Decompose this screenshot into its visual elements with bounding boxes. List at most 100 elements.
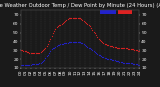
Point (60, 23, 63, 24)
Point (47, 43, 49, 45)
Point (49, 38, 52, 39)
Point (21, 65, 23, 66)
Point (81, 19, 84, 21)
Point (32, 52, 34, 54)
Point (98, 40, 101, 41)
Point (108, 45, 111, 46)
Point (91, 50, 94, 51)
Point (87, 47, 90, 48)
Point (127, 63, 129, 64)
Point (111, 45, 113, 46)
Point (27, 51, 29, 53)
Point (76, 17, 79, 18)
Point (22, 65, 24, 66)
Point (48, 52, 50, 54)
Point (23, 50, 26, 52)
Point (137, 50, 139, 52)
Point (65, 19, 68, 21)
Point (56, 26, 59, 27)
Point (113, 46, 116, 47)
Point (56, 44, 59, 46)
Point (74, 42, 76, 43)
Point (38, 52, 41, 54)
Point (80, 42, 83, 44)
Point (84, 44, 86, 46)
Point (93, 33, 96, 34)
Point (55, 27, 58, 28)
Point (20, 50, 22, 51)
Point (117, 60, 120, 62)
Point (68, 18, 70, 19)
Point (126, 48, 128, 49)
Point (45, 56, 48, 57)
Point (40, 50, 43, 52)
Point (75, 17, 78, 18)
Point (27, 65, 29, 66)
Point (43, 49, 45, 50)
Point (128, 63, 131, 64)
Point (122, 48, 124, 49)
Point (38, 63, 41, 64)
Point (127, 49, 129, 50)
Point (29, 52, 32, 54)
Point (102, 57, 105, 58)
Point (85, 45, 88, 46)
Point (105, 43, 107, 45)
Point (20, 65, 22, 66)
Point (63, 21, 65, 23)
Point (133, 50, 136, 51)
Point (119, 47, 122, 48)
Point (47, 54, 49, 55)
Point (55, 45, 58, 46)
Point (71, 42, 74, 43)
Point (106, 58, 108, 60)
Point (100, 56, 102, 57)
Point (54, 46, 57, 47)
Point (121, 48, 123, 49)
Point (129, 63, 132, 64)
Point (101, 57, 104, 58)
Point (37, 52, 39, 54)
Point (132, 49, 134, 50)
Point (92, 31, 95, 32)
Point (107, 58, 110, 60)
Point (24, 65, 27, 66)
Point (33, 52, 36, 54)
Point (34, 64, 37, 65)
Point (86, 46, 89, 47)
Point (101, 42, 104, 43)
Point (112, 46, 115, 47)
Point (97, 38, 100, 39)
Point (89, 26, 91, 27)
Point (90, 49, 92, 50)
Point (100, 41, 102, 42)
Point (75, 42, 78, 43)
Point (53, 30, 55, 31)
Point (53, 47, 55, 48)
FancyBboxPatch shape (118, 10, 132, 14)
Point (82, 43, 85, 45)
Point (105, 57, 107, 59)
Point (60, 43, 63, 45)
Point (58, 25, 60, 26)
Point (70, 42, 73, 43)
Point (116, 60, 118, 62)
Point (137, 65, 139, 66)
Point (70, 17, 73, 18)
Point (86, 23, 89, 24)
Point (85, 22, 88, 23)
Point (128, 49, 131, 50)
Point (133, 64, 136, 65)
Point (103, 57, 106, 59)
Point (136, 64, 138, 65)
Point (39, 51, 42, 53)
Point (92, 50, 95, 52)
Point (26, 51, 28, 53)
Point (28, 52, 31, 54)
Point (45, 45, 48, 46)
Point (66, 42, 69, 44)
Text: Milwaukee Weather Outdoor Temp / Dew Point by Minute (24 Hours) (Alternate): Milwaukee Weather Outdoor Temp / Dew Poi… (0, 3, 160, 8)
Point (24, 50, 27, 52)
Point (64, 42, 67, 44)
Point (79, 18, 81, 19)
